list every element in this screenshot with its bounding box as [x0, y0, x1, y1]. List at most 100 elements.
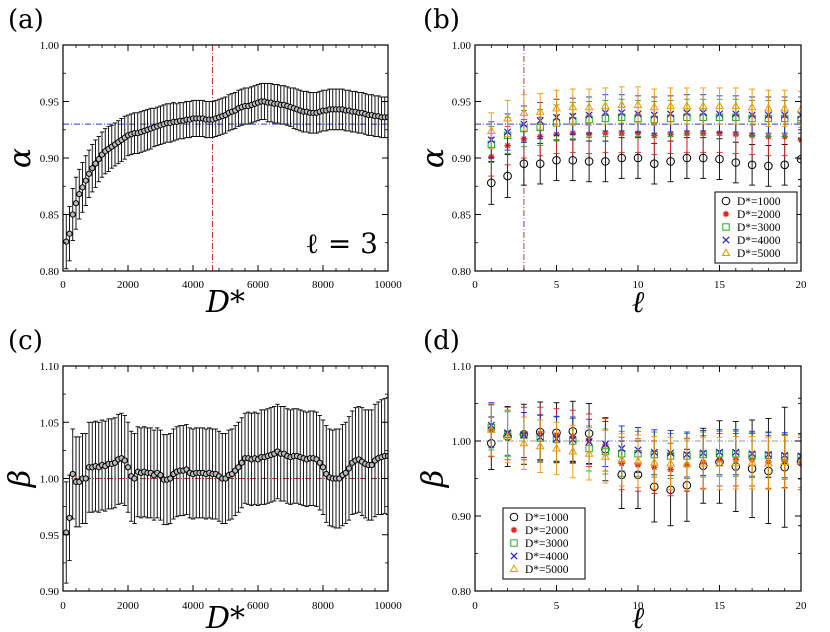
y-axis-title: α [416, 148, 451, 168]
legend-entry: D*=5000 [737, 248, 781, 260]
data-point [79, 184, 86, 191]
data-point [319, 464, 327, 471]
data-layer [63, 397, 388, 584]
data-point [92, 160, 99, 167]
legend-entry: D*=2000 [737, 209, 781, 221]
data-point [601, 157, 610, 166]
x-axis-title: D* [205, 285, 245, 320]
y-tick-label: 0.80 [452, 586, 472, 598]
data-point [66, 230, 73, 237]
panel-a: (a) 0 2000 4000 6000 8000 10000 0.80 0.85 0.90 0.9… [3, 5, 402, 320]
data-point [69, 211, 76, 218]
data-point [342, 469, 349, 476]
legend-entry: D*=3000 [737, 222, 781, 234]
legend-entry: D*=4000 [525, 551, 569, 563]
data-point [121, 457, 128, 464]
y-tick-label: 1.00 [452, 436, 472, 448]
legend-entry: D*=1000 [737, 196, 781, 208]
data-point [584, 102, 594, 111]
data-point [796, 456, 801, 465]
data-point [698, 101, 708, 110]
data-point [95, 156, 102, 163]
data-point [715, 154, 724, 164]
x-tick-label: 5 [554, 600, 560, 612]
data-point [124, 464, 132, 471]
data-point [682, 459, 692, 468]
data-point [72, 200, 80, 207]
data-point [167, 475, 174, 482]
panel-label: (d) [423, 326, 460, 356]
data-point [76, 191, 83, 198]
legend-marker [509, 512, 519, 522]
x-tick-label: 2000 [117, 279, 140, 291]
legend-entry: D*=4000 [737, 235, 781, 247]
data-point [584, 448, 594, 457]
x-tick-label: 20 [796, 279, 808, 291]
legend-marker [509, 564, 519, 573]
series-3 [487, 98, 801, 163]
y-tick-label: 0.90 [40, 153, 60, 165]
y-tick-label: 1.00 [40, 474, 60, 486]
data-point [698, 458, 708, 467]
panel-c: (c) 0 2000 4000 6000 8000 10000 0.90 0.95 1.00 1.0… [3, 326, 402, 632]
data-point [633, 100, 643, 108]
x-tick-label: 10 [633, 600, 645, 612]
legend-marker [721, 196, 731, 206]
legend-marker [722, 236, 730, 244]
data-point [666, 101, 676, 110]
y-tick-label: 0.85 [452, 210, 472, 222]
data-point [535, 106, 545, 115]
data-point [552, 155, 561, 165]
panel-annotation: ℓ = 3 [306, 227, 379, 260]
data-point [238, 459, 245, 466]
panel-d: (d) 0 5 10 15 20 0.80 0.90 1.00 1.10 ℓ β D*=1000D*=2… [416, 326, 807, 632]
data-point [682, 153, 692, 163]
data-point [617, 153, 627, 163]
x-tick-label: 0 [60, 279, 66, 291]
x-tick-label: 20 [796, 600, 808, 612]
data-point [600, 451, 610, 460]
data-point [486, 424, 496, 433]
data-point [666, 157, 675, 166]
data-point [368, 461, 375, 469]
data-point [487, 178, 496, 188]
data-layer [486, 397, 801, 528]
data-point [682, 101, 692, 110]
series-1 [63, 397, 388, 584]
x-tick-label: 10 [633, 279, 645, 291]
x-tick-label: 15 [714, 600, 726, 612]
y-tick-label: 0.80 [40, 266, 60, 278]
y-tick-label: 0.90 [452, 153, 472, 165]
legend-entry: D*=2000 [525, 525, 569, 537]
y-tick-label: 1.00 [40, 40, 60, 52]
legend-marker [510, 526, 518, 534]
data-point [486, 126, 496, 134]
data-layer [486, 86, 801, 205]
series-2 [488, 113, 801, 177]
x-axis-title: D* [205, 601, 245, 632]
data-point [535, 441, 545, 450]
data-point [763, 103, 773, 112]
y-tick-label: 0.85 [40, 210, 60, 222]
x-axis-title: ℓ [632, 601, 645, 632]
x-tick-label: 4000 [182, 600, 205, 612]
legend-marker [510, 552, 518, 560]
data-point [617, 454, 627, 463]
y-tick-label: 0.95 [452, 97, 472, 109]
series-3 [487, 404, 801, 480]
y-tick-label: 0.90 [40, 586, 60, 598]
data-point [568, 102, 578, 111]
series-2 [488, 403, 801, 497]
data-point [747, 457, 757, 466]
data-point [780, 103, 790, 112]
data-point [568, 155, 578, 165]
x-tick-label: 0 [472, 279, 478, 291]
data-point [649, 457, 659, 466]
data-point [89, 165, 96, 172]
x-tick-label: 6000 [247, 279, 270, 291]
x-tick-label: 8000 [312, 279, 335, 291]
data-point [666, 458, 676, 467]
series-1 [63, 82, 388, 270]
data-point [731, 101, 741, 110]
